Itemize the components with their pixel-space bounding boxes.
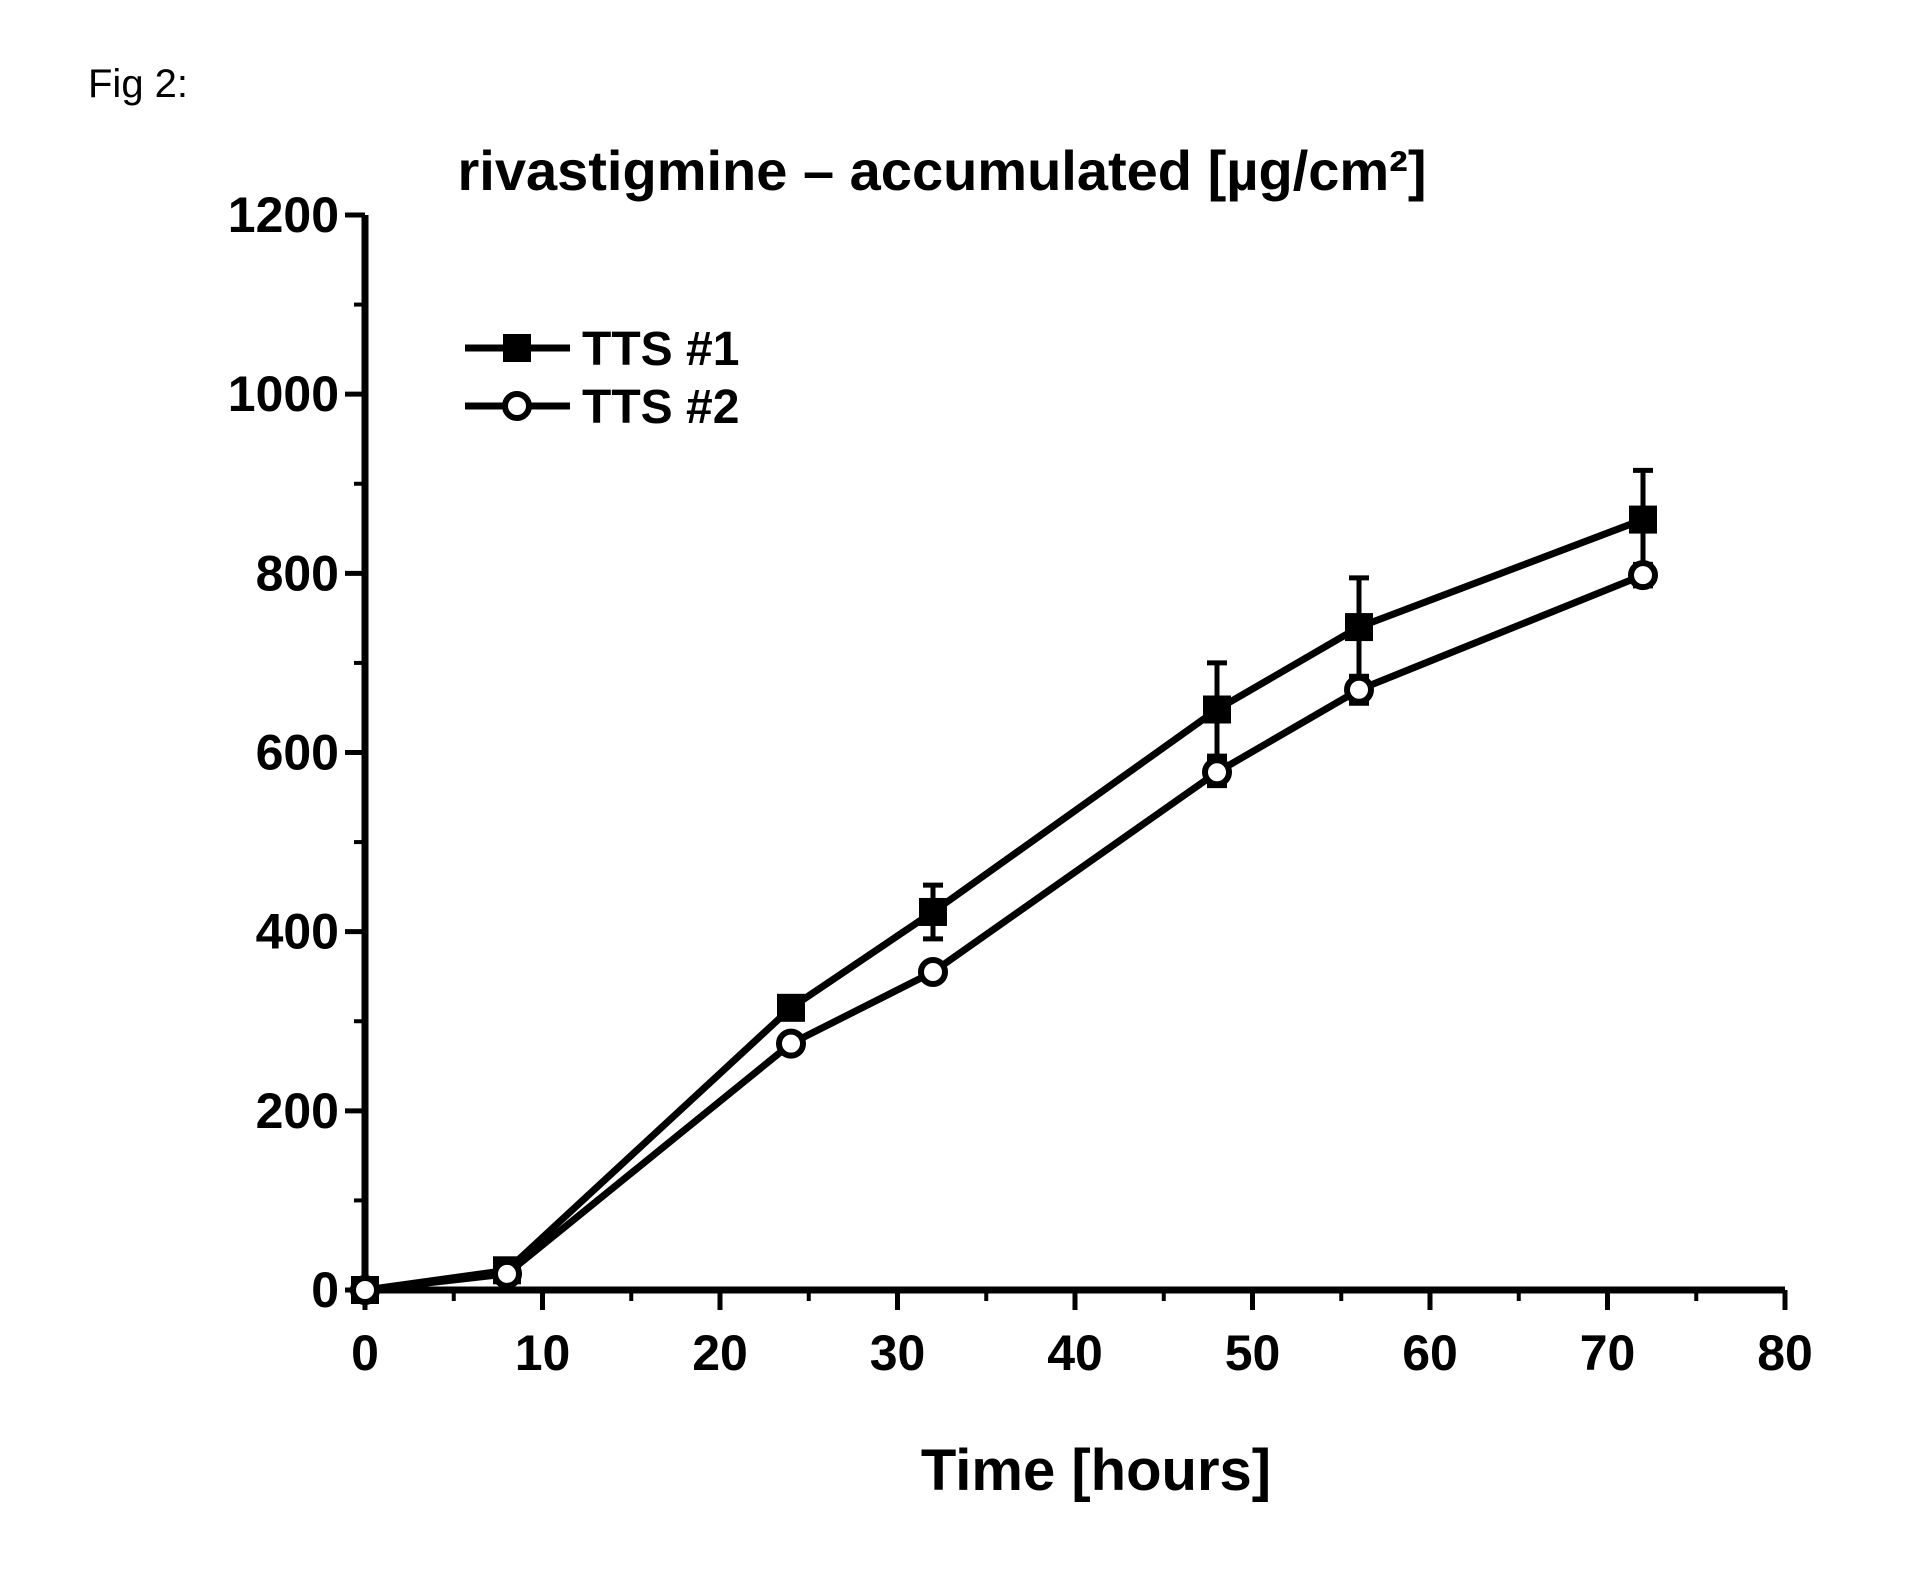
series-2 [353,563,1655,1302]
data-point [353,1278,377,1302]
series-layer [351,470,1657,1304]
data-point [1205,760,1229,784]
chart-title: rivastigmine – accumulated [µg/cm²] [458,139,1427,202]
x-axis-label: Time [hours] [921,1438,1271,1503]
data-point [495,1262,519,1286]
legend-label: TTS #1 [582,323,739,376]
x-tick-label: 10 [515,1325,571,1381]
data-point [1203,696,1231,724]
x-axis-ticks: 0 10 20 30 40 50 60 70 80 [351,1290,1813,1381]
y-tick-label: 1000 [228,366,339,422]
legend-marker [505,394,529,418]
y-tick-label: 200 [256,1083,339,1139]
data-point [1347,678,1371,702]
legend: TTS #1TTS #2 [465,323,739,434]
y-tick-label: 800 [256,545,339,601]
axes [362,215,1785,1292]
data-point [921,960,945,984]
y-tick-label: 0 [311,1262,339,1318]
x-tick-label: 40 [1047,1325,1103,1381]
legend-marker [503,334,531,362]
x-tick-label: 60 [1402,1325,1458,1381]
data-point [1629,506,1657,534]
data-point [777,994,805,1022]
x-tick-label: 0 [351,1325,379,1381]
y-tick-label: 600 [256,725,339,781]
data-point [919,898,947,926]
y-axis-ticks: 0 200 400 600 800 1000 1200 [228,187,365,1318]
x-tick-label: 20 [692,1325,748,1381]
series-line [365,575,1643,1290]
legend-label: TTS #2 [582,381,739,434]
x-tick-label: 70 [1580,1325,1636,1381]
series-1 [351,470,1657,1304]
data-point [779,1032,803,1056]
x-tick-label: 80 [1757,1325,1813,1381]
x-tick-label: 30 [870,1325,926,1381]
y-tick-label: 400 [256,904,339,960]
x-tick-label: 50 [1225,1325,1281,1381]
data-point [1345,613,1373,641]
data-point [1631,563,1655,587]
y-tick-label: 1200 [228,187,339,243]
series-line [365,520,1643,1290]
